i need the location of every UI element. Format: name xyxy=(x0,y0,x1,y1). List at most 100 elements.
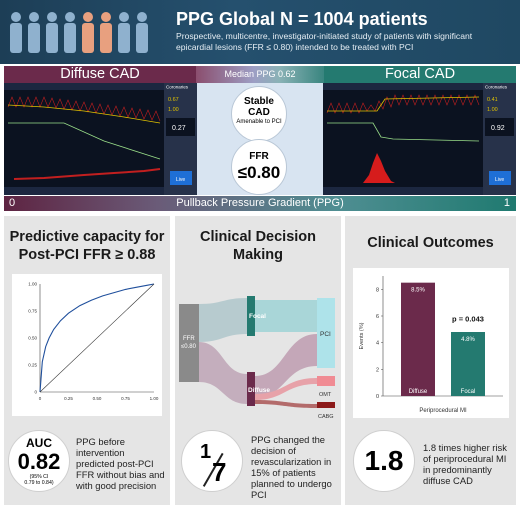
stable-line2: CAD xyxy=(248,107,270,118)
roc-reference-line xyxy=(39,283,155,393)
sankey-label-pci: PCI xyxy=(320,331,331,338)
ffr-threshold-badge: FFR ≤0.80 xyxy=(231,139,287,195)
monitor-left-val2: 1.00 xyxy=(168,107,179,113)
decision-text: PPG changed the decision of revasculariz… xyxy=(251,434,332,500)
monitor-left-live-button: Live xyxy=(176,177,185,183)
people-group-icon xyxy=(10,12,148,53)
outcomes-text: 1.8 times higher risk of periprocedural … xyxy=(423,442,507,486)
decision-text-line2: decision of xyxy=(251,445,296,456)
risk-ratio-value: 1.8 xyxy=(364,445,404,476)
bar-category-label: Focal xyxy=(461,389,476,395)
auc-label: AUC xyxy=(26,436,52,450)
outcomes-text-line4: diffuse CAD xyxy=(423,475,473,486)
sankey-label-diffuse: Diffuse xyxy=(248,387,270,394)
predictive-text-line3: predicted post-PCI xyxy=(76,458,154,469)
outcomes-text-line2: of periprocedural MI xyxy=(423,453,507,464)
roc-x-tick-label: 0.50 xyxy=(93,396,102,401)
auc-value: 0.82 xyxy=(17,449,61,474)
roc-y-tick-label: 0.25 xyxy=(28,363,37,368)
sankey-flow-focal-pci xyxy=(255,300,317,332)
auc-ci-line2: 0.79 to 0.84) xyxy=(24,480,54,486)
sankey-flow-ffr-focal xyxy=(199,298,247,342)
study-title: PPG Global N = 1004 patients xyxy=(176,9,428,29)
stable-line1: Stable xyxy=(243,96,274,107)
ppg-scale-bar: Pullback Pressure Gradient (PPG) 0 1 xyxy=(4,196,516,211)
ffr-line2: ≤0.80 xyxy=(237,163,281,182)
sankey-label-ffr1: FFR xyxy=(183,336,195,342)
roc-chart-area: 0 0.25 0.50 0.75 1.00 0 0.25 0.50 0.75 1.00 xyxy=(12,274,162,416)
monitor-right-live-button: Live xyxy=(495,177,504,183)
monitor-right-val1: 0.41 xyxy=(487,97,498,103)
clinical-decision-panel: Clinical Decision Making FFR ≤0.80 Focal… xyxy=(175,216,341,505)
monitor-left-header: Coronaries xyxy=(166,85,189,90)
header-banner: PPG Global N = 1004 patients Prospective… xyxy=(0,0,520,64)
diffuse-cad-label: Diffuse CAD xyxy=(4,66,196,83)
roc-y-tick-label: 1.00 xyxy=(28,282,37,287)
monitor-right-val3: 0.92 xyxy=(491,125,505,132)
bar-p-value-annotation: p = 0.043 xyxy=(452,314,484,323)
decision-text-line4: 15% of patients xyxy=(251,467,316,478)
decision-text-line1: PPG changed the xyxy=(251,434,326,445)
decision-text-line6: PCI xyxy=(251,489,267,500)
decision-title-line2: Making xyxy=(233,247,283,263)
monitor-left-val1: 0.67 xyxy=(168,97,179,103)
roc-y-tick-label: 0.75 xyxy=(28,309,37,314)
study-subtitle: Prospective, multicentre, investigator-i… xyxy=(176,31,473,52)
auc-badge: AUC 0.82 (95% CI 0.79 to 0.84) xyxy=(8,430,70,492)
bar-y-tick-label: 8 xyxy=(376,287,379,293)
focal-pressure-monitor: Coronaries 0.41 1.00 0.92 Live xyxy=(323,83,516,195)
fraction-badge: 1 7 xyxy=(181,430,243,492)
bar-value-label: 8.5% xyxy=(411,288,425,294)
sankey-label-ffr2: ≤0.80 xyxy=(181,344,197,350)
decision-text-line5: planned to undergo xyxy=(251,478,332,489)
predictive-text: PPG before intervention predicted post-P… xyxy=(76,436,165,491)
periprocedural-mi-bar-chart: 0 2 4 6 8 Events (%) Periprocedural MI 8.5% Diff… xyxy=(359,276,503,414)
roc-x-tick-label: 0 xyxy=(39,396,42,401)
decision-text-line3: revascularization in xyxy=(251,456,332,467)
risk-ratio-badge: 1.8 xyxy=(353,430,415,492)
stable-cad-badge: Stable CAD Amenable to PCI xyxy=(231,86,287,142)
stable-cad-panel: Stable CAD Amenable to PCI FFR ≤0.80 xyxy=(197,83,323,195)
clinical-outcomes-panel: Clinical Outcomes 0 2 4 6 8 Events (%) Peripro… xyxy=(345,216,516,505)
ppg-scale-label: Pullback Pressure Gradient (PPG) xyxy=(176,197,344,209)
outcomes-text-line1: 1.8 times higher risk xyxy=(423,442,507,453)
sankey-node-omt xyxy=(317,376,335,386)
stable-line3: Amenable to PCI xyxy=(236,119,282,125)
bar-y-axis-label: Events (%) xyxy=(359,322,365,349)
roc-curve-line xyxy=(39,283,155,393)
decision-title-line1: Clinical Decision xyxy=(199,229,317,245)
roc-curve-chart: 0 0.25 0.50 0.75 1.00 0 0.25 0.50 0.75 1.00 xyxy=(28,282,159,402)
sankey-node-diffuse xyxy=(247,372,255,406)
bar-x-axis-label: Periprocedural MI xyxy=(419,408,467,414)
bar-focal xyxy=(451,332,485,396)
sankey-flow-ffr-diffuse xyxy=(199,342,247,404)
bar-y-tick-label: 4 xyxy=(376,341,379,347)
decision-sankey-diagram: FFR ≤0.80 Focal Diffuse PCI OMT CABG xyxy=(179,296,335,420)
sankey-node-focal xyxy=(247,296,255,336)
bar-category-label: Diffuse xyxy=(409,389,428,395)
mi-bar-chart-area: 0 2 4 6 8 Events (%) Periprocedural MI 8.5% Diff… xyxy=(353,268,509,418)
sankey-label-omt: OMT xyxy=(319,392,332,398)
predictive-title-line2: Post-PCI FFR ≥ 0.88 xyxy=(18,247,156,263)
bar-diffuse xyxy=(401,282,435,396)
predictive-text-line2: intervention xyxy=(76,447,125,458)
sankey-flow-diffuse-omt xyxy=(255,378,317,400)
roc-x-tick-label: 1.00 xyxy=(150,396,159,401)
sankey-node-pci xyxy=(317,298,335,368)
sankey-node-ffr xyxy=(179,304,199,382)
predictive-capacity-panel: Predictive capacity for Post-PCI FFR ≥ 0… xyxy=(4,216,170,505)
outcomes-title: Clinical Outcomes xyxy=(367,235,494,251)
auc-ci-line1: (95% CI xyxy=(29,474,49,480)
ppg-scale-min: 0 xyxy=(9,197,16,209)
roc-y-tick-label: 0.50 xyxy=(28,336,37,341)
fraction-numerator: 1 xyxy=(200,441,212,463)
outcomes-text-line3: in predominantly xyxy=(423,464,492,475)
ffr-line1: FFR xyxy=(249,151,269,162)
bar-y-tick-label: 0 xyxy=(376,394,379,400)
sankey-node-cabg xyxy=(317,402,335,408)
fraction-denominator: 7 xyxy=(212,457,227,487)
roc-x-tick-label: 0.75 xyxy=(121,396,130,401)
bar-value-label: 4.8% xyxy=(461,337,475,343)
roc-x-tick-label: 0.25 xyxy=(64,396,73,401)
monitor-right-header: Coronaries xyxy=(485,85,508,90)
